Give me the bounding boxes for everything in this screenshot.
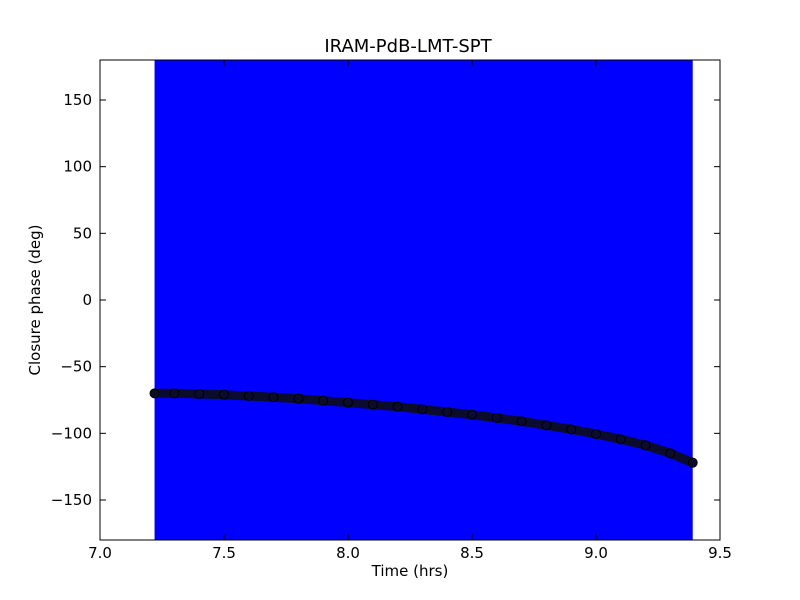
data-point — [467, 409, 477, 420]
series-layer — [149, 388, 698, 468]
data-point — [417, 404, 428, 415]
data-point — [665, 448, 676, 459]
x-axis-ticks: 7.0 7.5 8.0 8.5 9.0 9.5 — [88, 60, 732, 562]
data-point — [640, 440, 651, 451]
x-tick-label: 7.0 — [88, 544, 112, 562]
x-tick-label: 9.0 — [584, 544, 608, 562]
data-point — [149, 388, 160, 399]
data-point — [169, 388, 180, 399]
data-point — [591, 429, 601, 439]
data-point — [541, 420, 552, 431]
data-point — [566, 424, 577, 435]
data-point — [442, 407, 453, 417]
error-band-layer — [154, 60, 693, 540]
y-axis-title: Closure phase (deg) — [26, 225, 44, 376]
y-axis-ticks: −150 −100 −50 0 50 100 150 — [51, 91, 720, 509]
data-point — [367, 399, 378, 410]
data-point — [318, 395, 329, 406]
x-tick-label: 8.0 — [336, 544, 360, 562]
data-point — [268, 392, 279, 403]
data-point — [392, 401, 403, 412]
y-tick-label: 100 — [63, 158, 92, 176]
y-tick-label: −100 — [51, 424, 92, 442]
x-tick-label: 9.5 — [708, 544, 732, 562]
chart-title: IRAM-PdB-LMT-SPT — [324, 36, 492, 57]
y-tick-label: 150 — [63, 91, 92, 109]
data-point — [243, 391, 254, 401]
data-point — [194, 389, 205, 399]
x-tick-label: 7.5 — [212, 544, 236, 562]
data-point — [343, 397, 353, 408]
data-point — [687, 457, 698, 468]
data-point — [219, 389, 229, 400]
x-axis-title: Time (hrs) — [371, 562, 449, 580]
error-band — [154, 60, 693, 540]
x-tick-label: 8.5 — [460, 544, 484, 562]
plot-area — [99, 59, 721, 541]
y-tick-label: −150 — [51, 491, 92, 509]
data-point — [516, 416, 527, 427]
y-tick-label: 0 — [82, 291, 92, 309]
data-point — [491, 413, 502, 423]
y-tick-label: −50 — [60, 358, 92, 376]
y-tick-label: 50 — [73, 224, 92, 242]
data-point — [615, 434, 626, 445]
data-point — [293, 393, 304, 404]
